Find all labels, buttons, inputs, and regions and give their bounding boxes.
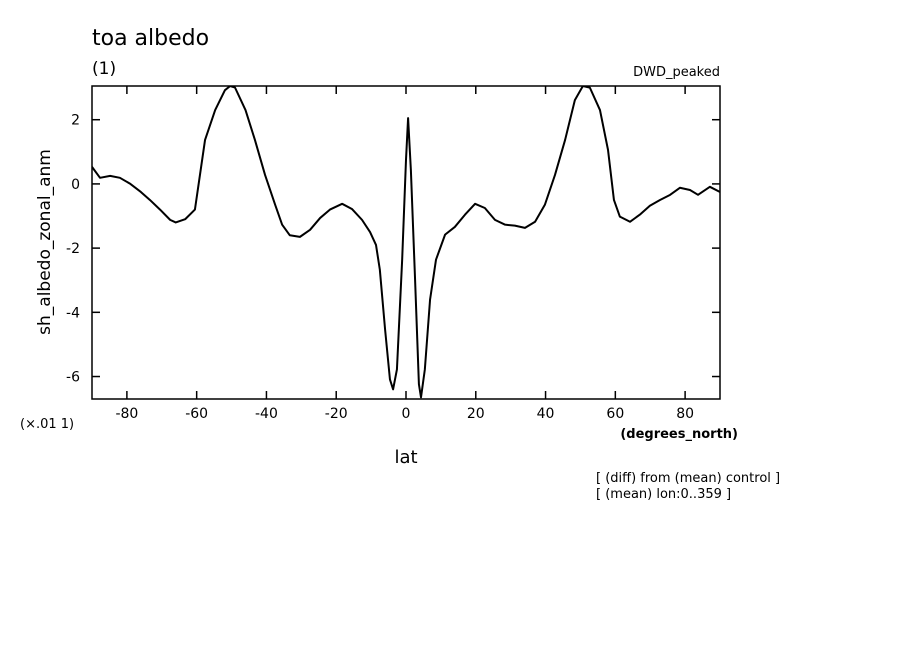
x-tick-label: 0	[402, 406, 411, 422]
x-axis-label: lat	[394, 447, 417, 468]
dataset-label: DWD_peaked	[633, 65, 720, 80]
chart-title: toa albedo	[92, 26, 209, 51]
chart-subtitle: (1)	[92, 59, 116, 79]
y-tick-label: -6	[66, 370, 80, 386]
y-tick-label: -4	[66, 305, 80, 321]
data-line	[92, 86, 720, 399]
x-tick-label: -60	[185, 406, 208, 422]
y-scale-note: (×.01 1)	[20, 417, 74, 432]
annotation: [ (diff) from (mean) control ]	[596, 471, 780, 486]
x-tick-label: 60	[606, 406, 624, 422]
y-tick-label: 0	[71, 177, 80, 193]
y-tick-label: 2	[71, 113, 80, 129]
x-tick-label: 80	[676, 406, 694, 422]
x-tick-label: 40	[537, 406, 555, 422]
x-tick-label: 20	[467, 406, 485, 422]
y-tick-label: -2	[66, 241, 80, 257]
x-tick-label: -20	[325, 406, 348, 422]
x-units: (degrees_north)	[620, 427, 738, 442]
x-tick-label: -80	[115, 406, 138, 422]
x-tick-label: -40	[255, 406, 278, 422]
y-axis-label: sh_albedo_zonal_anm	[35, 149, 55, 335]
plot-frame	[91, 85, 721, 400]
annotation: [ (mean) lon:0..359 ]	[596, 487, 731, 502]
